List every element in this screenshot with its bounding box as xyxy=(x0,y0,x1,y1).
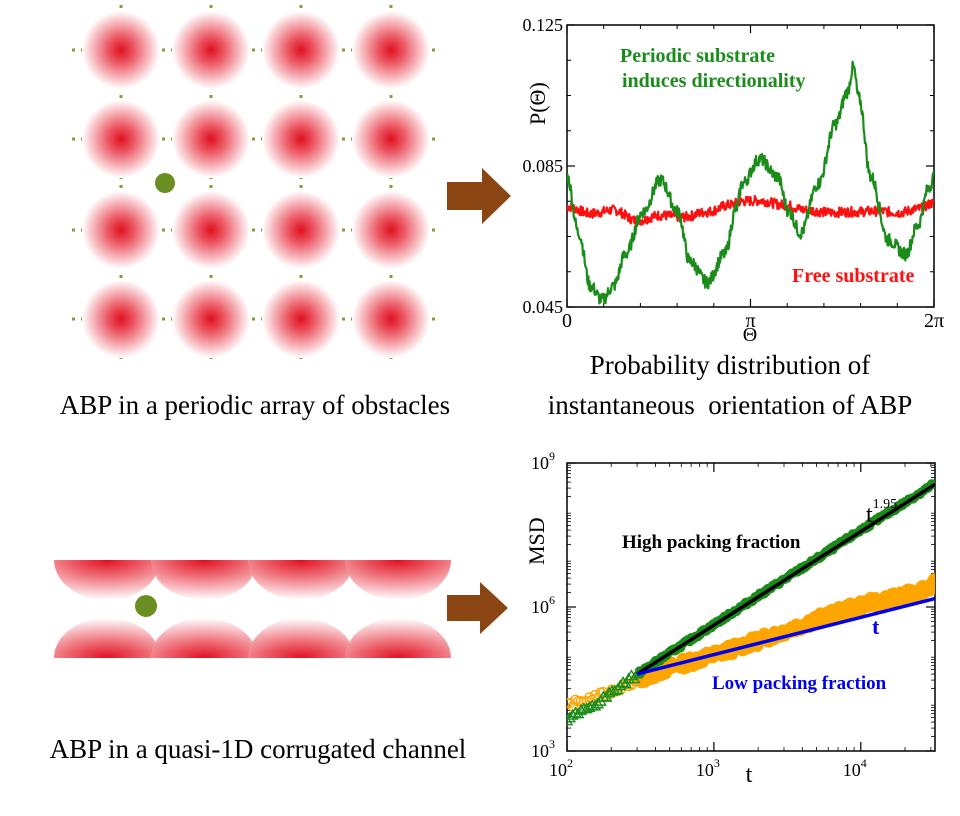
obstacle xyxy=(172,100,250,178)
obstacle xyxy=(172,11,250,89)
channel-wall-top xyxy=(345,560,451,600)
annotation-free-substrate: Free substrate xyxy=(792,265,914,287)
obstacle xyxy=(172,191,250,269)
chart-bot-xlabel: t xyxy=(746,762,753,788)
obstacle xyxy=(262,280,340,358)
xtick-label: 104 xyxy=(843,756,867,780)
obstacle xyxy=(172,280,250,358)
channel-wall-bottom xyxy=(151,618,257,658)
caption-corrugated-channel: ABP in a quasi-1D corrugated channel xyxy=(50,734,467,764)
obstacle xyxy=(262,11,340,89)
channel-wall-top xyxy=(54,560,160,600)
ytick-label: 0.045 xyxy=(523,297,564,317)
corrugated-channel-diagram xyxy=(54,560,451,658)
obstacle xyxy=(82,191,160,269)
orientation-distribution-chart: 0.045 0.085 0.125 0 π 2π P(Θ) Θ Periodic subs… xyxy=(523,15,945,346)
marker-low-packing xyxy=(609,686,620,698)
caption-probability-line1: Probability distribution of xyxy=(590,350,871,380)
channel-wall-bottom xyxy=(54,618,160,658)
xtick-label: π xyxy=(745,310,755,332)
channel-wall-top xyxy=(151,560,257,600)
obstacle xyxy=(262,100,340,178)
caption-probability-line2: instantaneous orientation of ABP xyxy=(548,390,912,420)
obstacle xyxy=(82,280,160,358)
annotation-high-packing: High packing fraction xyxy=(622,532,801,553)
annotation-low-packing: Low packing fraction xyxy=(712,673,887,694)
caption-periodic-array: ABP in a periodic array of obstacles xyxy=(60,390,450,420)
obstacle xyxy=(352,280,430,358)
series-low-packing-data xyxy=(632,573,935,689)
channel-wall-bottom xyxy=(345,618,451,658)
abp-particle xyxy=(155,173,175,193)
abp-particle-channel xyxy=(135,595,157,617)
chart-top-xlabel: Θ xyxy=(743,324,757,346)
annotation-t195-fit: t1.95 xyxy=(866,497,897,528)
marker-high-packing xyxy=(567,714,574,726)
ytick-label: 0.085 xyxy=(523,156,564,176)
marker-high-packing xyxy=(591,697,605,709)
channel-wall-top xyxy=(248,560,354,600)
obstacle-array-diagram xyxy=(72,5,438,360)
obstacle xyxy=(352,191,430,269)
xtick-label: 102 xyxy=(549,756,573,780)
arrow-top xyxy=(447,168,511,224)
marker-high-packing xyxy=(608,684,621,696)
ytick-label: 103 xyxy=(531,737,555,761)
annotation-t-fit: t xyxy=(872,614,880,639)
series-periodic-substrate xyxy=(567,60,934,305)
fit-line-t195 xyxy=(636,482,935,676)
chart-bot-ylabel: MSD xyxy=(524,517,549,565)
annotation-periodic-substrate: Periodic substrate xyxy=(620,45,775,67)
fit-line-t xyxy=(636,596,935,676)
series-free-substrate xyxy=(567,194,934,227)
xtick-label: 2π xyxy=(924,310,944,332)
obstacle xyxy=(262,191,340,269)
marker-high-packing xyxy=(580,702,593,714)
obstacle xyxy=(82,100,160,178)
ytick-label: 0.125 xyxy=(523,15,564,35)
ytick-label: 106 xyxy=(531,593,555,617)
ytick-label: 109 xyxy=(531,449,555,473)
marker-high-packing xyxy=(616,675,630,688)
obstacle xyxy=(82,11,160,89)
obstacle xyxy=(352,100,430,178)
annotation-induces-directionality: induces directionality xyxy=(622,70,806,92)
chart-top-ylabel: P(Θ) xyxy=(525,82,550,125)
xtick-label: 0 xyxy=(562,310,572,332)
obstacle xyxy=(352,11,430,89)
arrow-bottom xyxy=(447,582,508,634)
chart-top-ticks: 0.045 0.085 0.125 0 π 2π xyxy=(523,15,945,332)
xtick-label: 103 xyxy=(696,756,720,780)
channel-wall-bottom xyxy=(248,618,354,658)
marker-high-packing xyxy=(569,706,582,718)
